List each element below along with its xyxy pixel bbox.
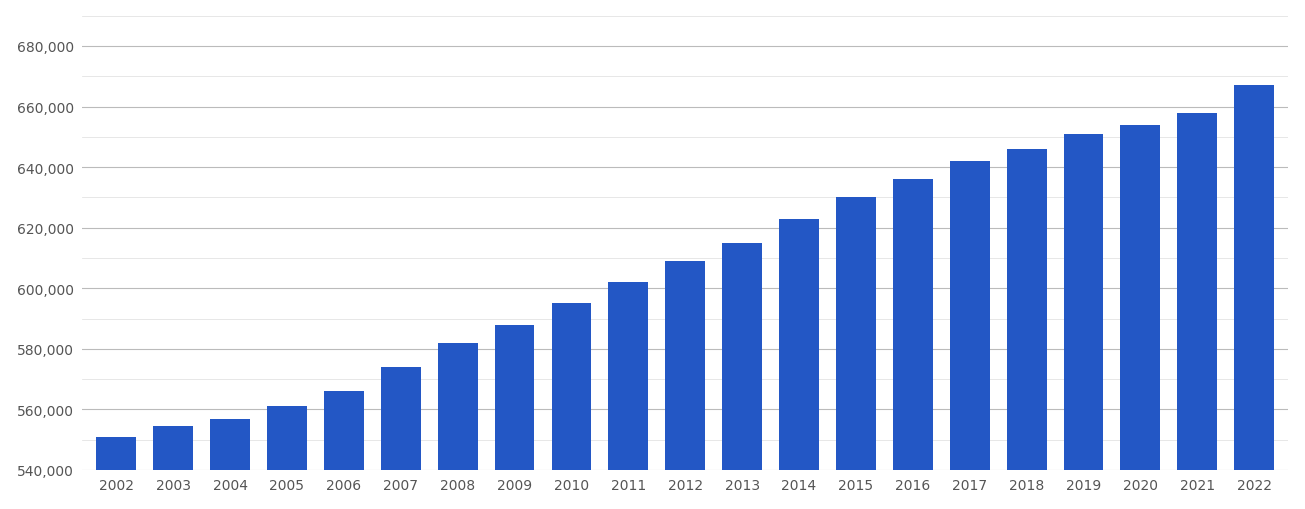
Bar — [381, 367, 420, 509]
Bar — [1064, 134, 1104, 509]
Bar — [722, 243, 762, 509]
Bar — [1121, 125, 1160, 509]
Bar — [97, 437, 136, 509]
Bar — [324, 391, 364, 509]
Bar — [153, 426, 193, 509]
Bar — [1235, 86, 1274, 509]
Bar — [1177, 114, 1218, 509]
Bar — [893, 180, 933, 509]
Bar — [552, 304, 591, 509]
Bar — [608, 282, 649, 509]
Bar — [950, 162, 989, 509]
Bar — [666, 262, 705, 509]
Bar — [210, 419, 251, 509]
Bar — [437, 343, 478, 509]
Bar — [1006, 150, 1047, 509]
Bar — [268, 407, 307, 509]
Bar — [779, 219, 820, 509]
Bar — [495, 325, 535, 509]
Bar — [837, 198, 876, 509]
